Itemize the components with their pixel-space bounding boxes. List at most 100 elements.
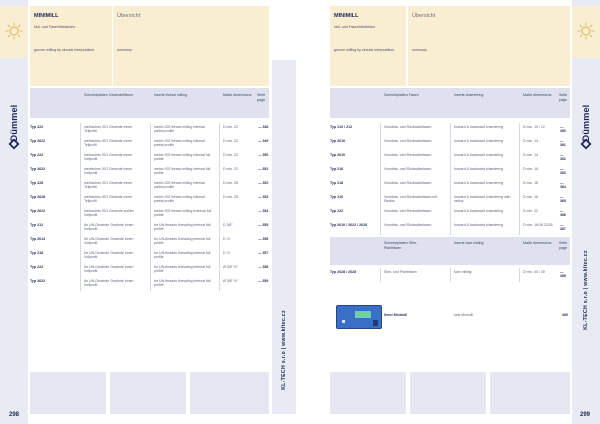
row-description-en: metric ISO thread milling internal full … [154,167,211,176]
row-description-de: metrisches ISO Gewinde innen Vollprofil [84,153,133,162]
table-row: Typ 222 Vorwärts- und Rückwärtsfasen forwa… [330,207,570,221]
row-description-en: metric ISO thread milling internal parti… [154,195,205,204]
row-dimension: D min. 22 [223,139,238,143]
row-type: Typ 210 / 212 [330,125,353,129]
row-page: — 362 [560,153,566,162]
row-page: — 350 [258,153,269,157]
left-side-strip: Dümmel 298 [0,0,28,424]
table-row: Typ 2610 Vorwärts- und Rückwärtsfasen forw… [330,151,570,165]
row-description-de: Vorwärts- und Rückwärtsfasen [384,125,432,129]
row-type: Typ 212 [30,223,44,227]
table-row: Typ 2628 metrisches ISO Gewinde innen Tei… [30,193,269,207]
row-page: — 348 [258,125,269,129]
brand-diamond-icon [8,138,20,150]
footer-box-1 [30,372,106,414]
row-page: — 356 [258,237,269,241]
row-type: Typ 222 [30,125,44,129]
row-type: Typ 2610 [330,153,346,157]
brand-diamond-icon [580,138,592,150]
summary-subtitle-right: summary [412,48,427,52]
column-divider [519,268,520,282]
table-row: Typ 2622 metrisches ISO Gewinde innen Vol… [30,165,269,179]
column-divider [150,123,151,291]
machine-page: 369 [562,313,568,317]
row-type: Typ 2610 / 2622 / 2628 [330,223,368,227]
footer-box-3 [190,372,269,414]
row-type: Typ 216 [330,195,344,199]
row-dimension: D min. 40 / 30 [523,270,545,274]
row-dimension: D min. 14 [523,139,538,143]
row-dimension: D min. 14 [523,153,538,157]
table-row: Typ 222 metrisches ISO Gewinde innen Voll… [30,151,269,165]
page-subtitle-de: Nut- und Fasenfräsfahren [34,25,75,29]
table-row: Typ 2622 metrisches ISO Gewinde innen Tei… [30,137,269,151]
table-header: Schneidplatten Gewindefräsen inserts thr… [30,88,269,118]
row-description-en: forward & backward chamfering [454,167,504,171]
brand-name-right: Dümmel [581,104,591,142]
table-row: Typ 222 für UN-Gewinde Gewinde innen Voll… [30,263,269,277]
page-title-right: MINIMILL [334,13,359,19]
col-header-dimensions-right: Maße dimensions [523,93,552,97]
column-divider [450,123,451,235]
row-type: Typ 222 [330,209,344,213]
header-summary-box: Übersicht summary [113,6,269,86]
row-type: Typ 2614 [30,237,46,241]
row-type: Typ 228 [30,181,44,185]
footer-box-2 [110,372,186,414]
row-type: Typ 222 [30,265,44,269]
row-page: — 355 [258,223,269,227]
table-row: Typ 2628 / 2628 Stirn- und Planfräsen face… [330,268,570,282]
row-page: — 352 [258,181,269,185]
row-description-en: metric ISO thread milling external full … [154,209,212,218]
row-type: Typ 222 [30,153,44,157]
row-description-de: für UN-Gewinde Gewinde innen Vollprofil [84,251,134,260]
row-type: Typ 2622 [30,139,46,143]
table-row: Typ 2614 für UN-Gewinde Gewinde innen Vol… [30,235,269,249]
table-row: Typ 218 Vorwärts- und Rückwärtsfasen forwa… [330,179,570,193]
row-dimension: D min. 16 [523,195,538,199]
column-divider [380,123,381,235]
row-type: Typ 216 [330,167,344,171]
row-description-en: forward & backward chamfering [454,223,504,227]
col-header-inserts-en-right: inserts chamfering [454,93,484,97]
right-table-body-2: Typ 2628 / 2628 Stirn- und Planfräsen face… [330,268,570,284]
col-header-dimensions: Maße dimensions [223,93,252,97]
header-summary-box-right: Übersicht summary [408,6,570,86]
row-page: — 357 [258,251,269,255]
row-type: Typ 2622 [30,279,46,283]
row-description-de: für UN-Gewinde Gewinde innen Vollprofil [84,279,134,288]
column-divider [519,123,520,235]
column-divider [80,123,81,291]
summary-title: Übersicht [117,13,141,19]
row-description-en: for UN-threads threading internal full p… [154,279,211,288]
row-page: — 363 [560,167,566,176]
machine-row: Semi Minimill sets Minimill 369 [330,302,570,332]
table-row: Typ 228 metrisches ISO Gewinde innen Teil… [30,179,269,193]
row-dimension: D min. 22 [523,209,538,213]
header-title-box: MINIMILL Nut- und Fasenfräsfahren groove… [30,6,112,86]
page-number: 298 [9,412,20,418]
row-type: Typ 2628 / 2628 [330,270,357,274]
row-description-de: Stirn- und Planfräsen [384,270,417,274]
col-header-page: Seite page [257,93,266,102]
page-subtitle-en-right: groove milling by circular interpolation [334,48,395,52]
col-header-inserts-en: inserts thread milling [154,93,187,97]
row-description-en: metric ISO thread milling internal full … [154,153,211,162]
row-dimension: D 3/8" [223,223,233,227]
table-row: Typ 2610 Vorwärts- und Rückwärtsfasen forw… [330,137,570,151]
row-description-de: Vorwärts- und Rückwärtsfasen mit Radius [384,195,438,204]
row-dimension: D min. 16/18 22/28 [523,223,553,227]
table-row: Typ 210 / 212 Vorwärts- und Rückwärtsfase… [330,123,570,137]
row-description-de: für UN-Gewinde Gewinde innen Vollprofil [84,265,134,274]
row-dimension: D ¾" [223,237,231,241]
column-divider [219,123,220,291]
col-header-page-right: Seite page [559,93,568,102]
row-page: — 364 [560,181,566,190]
column-divider [380,268,381,282]
right-side-strip: Dümmel KL-TECH s.r.o | www.kltec.cz 299 [572,0,600,424]
row-description-en: forward & backward chamfering [454,209,504,213]
row-description-de: metrisches ISO Gewinde innen Teilprofil [84,139,133,148]
table-header-2: Schneidplatten Stirn-Planfräsen inserts … [330,237,570,265]
table-row: Typ 222 metrisches ISO Gewinde innen Teil… [30,123,269,137]
row-description-de: für UN-Gewinde Gewinde innen Vollprofil [84,223,134,232]
